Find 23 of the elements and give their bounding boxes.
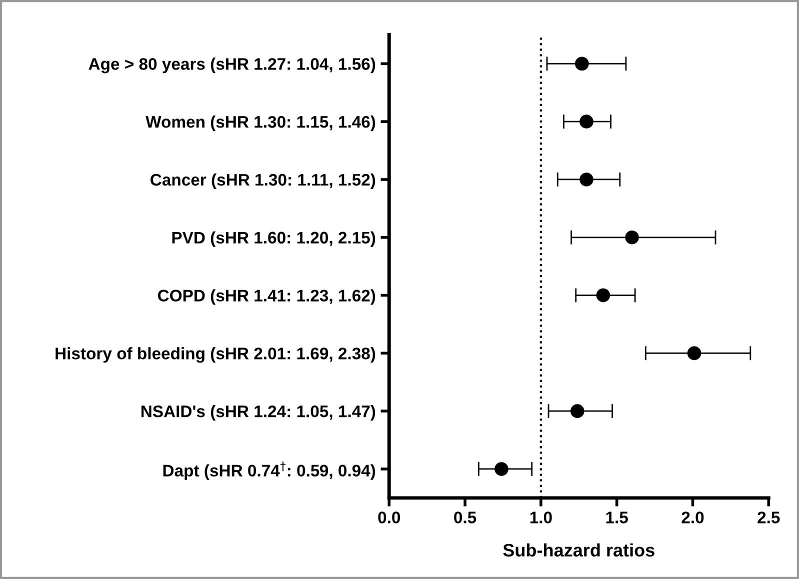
x-tick-label: 1.5	[606, 512, 628, 524]
point	[575, 56, 589, 71]
y-tick-label: NSAID's (sHR 1.24: 1.05, 1.47)	[142, 405, 376, 421]
y-tick-label: Dapt (sHR 0.74$^{†}$: 0.59, 0.94)	[163, 461, 376, 480]
y-tick-label: Age > 80 years (sHR 1.27: 1.04, 1.56)	[88, 58, 376, 74]
y-tick-label: Women (sHR 1.30: 1.15, 1.46)	[146, 116, 376, 132]
x-tick-label: 2.5	[758, 512, 780, 524]
point	[580, 114, 594, 128]
y-tick-label: Cancer (sHR 1.30: 1.11, 1.52)	[150, 173, 376, 189]
point	[687, 346, 702, 360]
point	[570, 404, 584, 418]
y-tick-label: History of bleeding (sHR 2.01: 1.69, 2.38)	[56, 347, 376, 363]
x-tick-label: 2.0	[682, 512, 704, 524]
y-tick-label: COPD (sHR 1.41: 1.23, 1.62)	[158, 289, 376, 305]
x-tick-label: 0.0	[378, 512, 400, 524]
point	[580, 172, 594, 186]
x-tick-label: 0.5	[454, 512, 476, 524]
x-tick-label: 1.0	[530, 512, 552, 524]
point	[596, 288, 610, 302]
point	[494, 462, 508, 476]
y-tick-label: PVD (sHR 1.60: 1.20, 2.15)	[172, 231, 376, 247]
x-axis-title: Sub-hazard ratios	[503, 543, 654, 557]
point	[625, 230, 639, 244]
